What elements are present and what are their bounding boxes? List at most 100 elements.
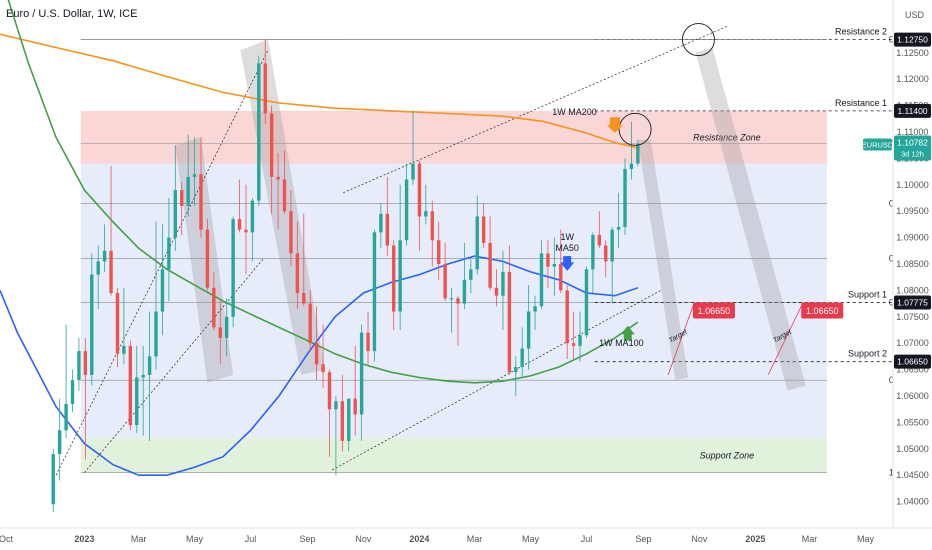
candle-body xyxy=(430,211,434,241)
price-tick-label: 1.12000 xyxy=(896,74,929,84)
level-tag-text: 1.11400 xyxy=(897,106,927,116)
candle xyxy=(398,184,402,330)
target-price-label: 1.06650 xyxy=(806,306,839,316)
zone-rect xyxy=(80,438,827,473)
candle xyxy=(308,290,312,352)
candle-body xyxy=(539,253,544,307)
level-tag-bg xyxy=(894,354,931,369)
candle xyxy=(424,184,428,225)
candle xyxy=(141,345,145,436)
price-tick-label: 1.09000 xyxy=(896,233,929,243)
ma-line xyxy=(7,0,639,384)
time-tick-label: May xyxy=(186,534,204,544)
candle-body xyxy=(263,63,267,114)
candle xyxy=(83,337,88,460)
candle-body xyxy=(212,287,216,328)
candle xyxy=(533,295,537,330)
candle xyxy=(359,324,364,441)
candle-body xyxy=(282,179,287,212)
candle-body xyxy=(77,351,81,381)
candle-body xyxy=(385,213,390,246)
time-tick-label: Mar xyxy=(467,534,483,544)
chart-title: Euro / U.S. Dollar, 1W, ICE xyxy=(6,8,137,20)
candle xyxy=(282,150,287,214)
candle xyxy=(205,219,210,291)
level-label: Resistance 2 xyxy=(835,27,887,37)
candle xyxy=(173,145,177,251)
candle xyxy=(584,266,589,338)
time-axis[interactable] xyxy=(0,528,932,550)
candle-body xyxy=(359,332,364,415)
candle-body xyxy=(192,174,197,177)
candle xyxy=(456,295,460,346)
candle-body xyxy=(584,269,589,336)
candle-body xyxy=(366,332,370,352)
candle-body xyxy=(70,380,75,404)
candle xyxy=(90,253,94,386)
candle-body xyxy=(57,430,62,455)
candle xyxy=(250,198,255,262)
candle-body xyxy=(469,269,473,280)
candle xyxy=(167,198,171,301)
candle-body xyxy=(147,356,152,375)
price-tick-label: 1.10000 xyxy=(896,180,929,190)
ma-line xyxy=(0,33,639,149)
candle xyxy=(51,448,55,513)
current-price-tag: 1.10782 3d 12h EURUSD xyxy=(862,135,931,161)
candle-body xyxy=(180,190,184,206)
zone-rect xyxy=(80,110,827,164)
ma50-annotation: MA50 xyxy=(555,243,579,253)
highlight-circle xyxy=(681,23,715,57)
price-axis[interactable] xyxy=(893,0,932,528)
candle xyxy=(212,271,216,330)
candle xyxy=(539,240,544,309)
candle xyxy=(321,324,325,389)
price-tick-label: 1.08500 xyxy=(896,259,929,269)
candle xyxy=(514,356,518,396)
candle xyxy=(334,396,338,476)
time-tick-label: Nov xyxy=(691,534,708,544)
price-tick-label: 1.06500 xyxy=(896,365,929,375)
price-tick-label: 1.09500 xyxy=(896,206,929,216)
candle xyxy=(128,340,133,431)
candle xyxy=(186,134,190,217)
candle-body xyxy=(494,287,499,296)
candle-body xyxy=(64,403,68,431)
candle xyxy=(559,229,563,294)
level-price-tag: 1.06650 xyxy=(894,354,931,369)
candle-body xyxy=(51,454,55,505)
candle xyxy=(77,337,81,391)
candle xyxy=(623,158,627,235)
candle-body xyxy=(347,398,351,441)
candle xyxy=(276,153,280,230)
candle xyxy=(314,306,319,381)
candle xyxy=(224,298,229,357)
currency-label[interactable]: USD xyxy=(905,10,925,20)
candle-body xyxy=(295,253,300,294)
candle-body xyxy=(122,345,126,354)
candle xyxy=(231,216,235,328)
candle-body xyxy=(109,250,113,294)
candle-body xyxy=(128,345,133,426)
candle-body xyxy=(244,229,248,233)
candle-body xyxy=(308,303,312,344)
candle-body xyxy=(488,242,492,288)
current-price-bg xyxy=(894,135,931,161)
candle-body xyxy=(250,200,255,233)
price-tick-label: 1.05000 xyxy=(896,444,929,454)
candle-body xyxy=(604,245,608,262)
candle-body xyxy=(629,163,634,169)
ma-line xyxy=(0,255,639,476)
candle-body xyxy=(276,176,280,180)
candle-body xyxy=(199,174,203,230)
symbol-tag-bg xyxy=(863,138,892,151)
ma50-annotation: 1W xyxy=(560,232,574,242)
time-axis-ticks: Oct 2023 Mar May Jul Sep Nov 2024 Mar May Jul Sep No… xyxy=(0,534,874,544)
candle-body xyxy=(456,298,460,304)
candle-body xyxy=(302,293,306,304)
candle-body xyxy=(565,290,569,344)
candle xyxy=(295,221,300,309)
candle-body xyxy=(237,219,242,230)
